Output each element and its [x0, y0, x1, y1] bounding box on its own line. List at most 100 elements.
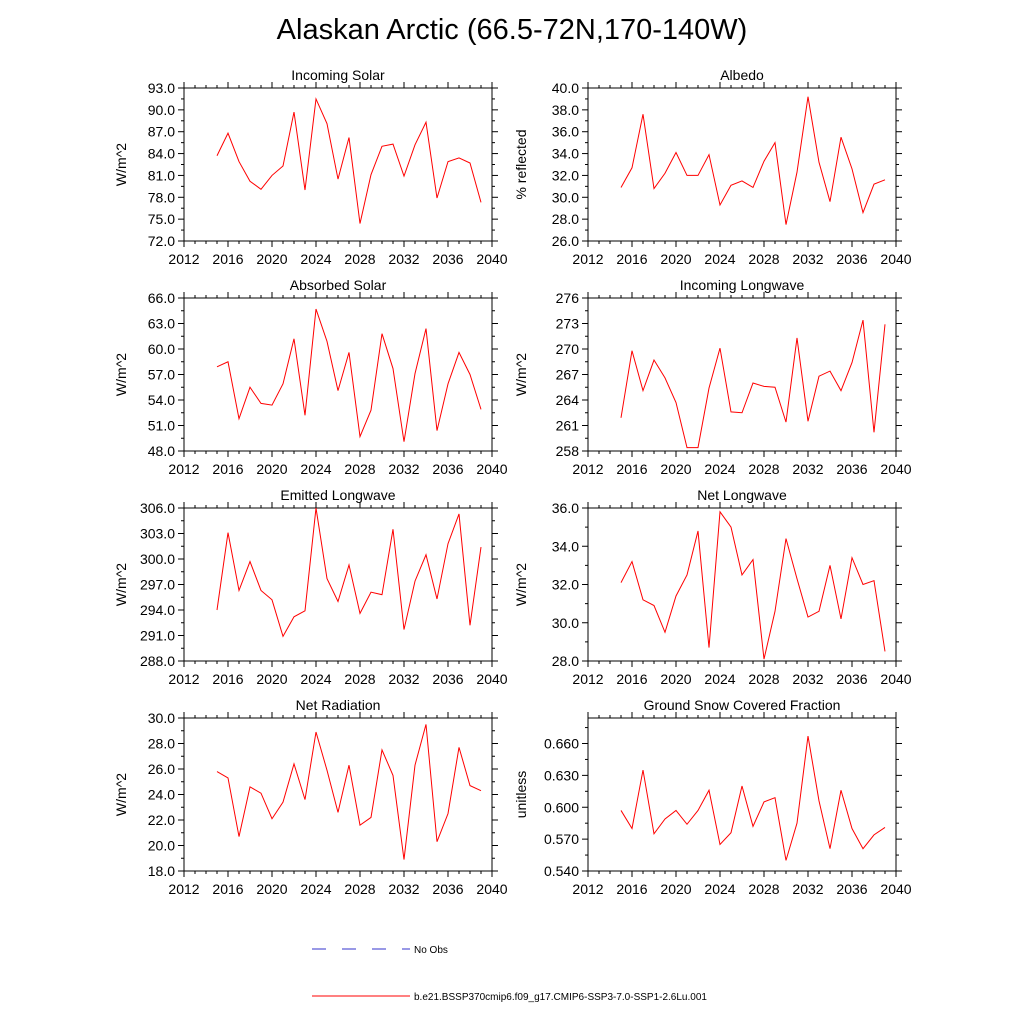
x-tick-label: 2016 — [616, 881, 647, 897]
x-tick-label: 2040 — [476, 461, 507, 477]
y-tick-label: 30.0 — [148, 710, 175, 726]
x-tick-label: 2020 — [660, 461, 691, 477]
y-tick-label: 66.0 — [148, 290, 175, 306]
y-axis-label: W/m^2 — [113, 143, 129, 186]
y-tick-label: 294.0 — [140, 602, 175, 618]
x-tick-label: 2028 — [748, 251, 779, 267]
panel-title: Absorbed Solar — [290, 277, 387, 293]
plot-frame — [587, 87, 897, 242]
plot-frame — [183, 507, 493, 662]
y-tick-label: 90.0 — [148, 102, 175, 118]
panel-1: Incoming Solar W/m^2 2012 2016 2020 2024 2028 2… — [113, 67, 508, 267]
x-tick-label: 2036 — [432, 461, 463, 477]
x-tick-label: 2012 — [572, 251, 603, 267]
x-tick-label: 2016 — [616, 251, 647, 267]
x-tick-label: 2024 — [704, 671, 735, 687]
plot-frame — [183, 717, 493, 872]
y-tick-label: 270 — [556, 341, 580, 357]
x-tick-label: 2032 — [388, 881, 419, 897]
panel-title: Net Radiation — [296, 697, 381, 713]
y-tick-label: 28.0 — [552, 653, 579, 669]
x-tick-label: 2020 — [660, 881, 691, 897]
x-tick-label: 2012 — [168, 461, 199, 477]
legend-group: No Obs b.e21.BSSP370cmip6.f09_g17.CMIP6-S… — [312, 945, 707, 1003]
y-tick-label: 0.570 — [544, 831, 579, 847]
y-tick-label: 288.0 — [140, 653, 175, 669]
x-tick-label: 2036 — [836, 461, 867, 477]
x-tick-label: 2020 — [660, 251, 691, 267]
y-tick-label: 273 — [556, 316, 580, 332]
x-tick-label: 2016 — [212, 671, 243, 687]
series-line — [216, 507, 482, 638]
plot-frame — [183, 87, 493, 242]
x-tick-label: 2032 — [388, 461, 419, 477]
series-line — [620, 319, 886, 449]
x-tick-label: 2012 — [572, 881, 603, 897]
x-tick-label: 2024 — [704, 251, 735, 267]
y-tick-label: 60.0 — [148, 341, 175, 357]
x-tick-label: 2028 — [344, 881, 375, 897]
y-tick-label: 78.0 — [148, 189, 175, 205]
series-line — [620, 735, 886, 861]
y-tick-label: 34.0 — [552, 146, 579, 162]
x-tick-label: 2028 — [344, 671, 375, 687]
x-tick-label: 2024 — [300, 881, 331, 897]
y-axis-label: W/m^2 — [113, 353, 129, 396]
x-tick-label: 2040 — [880, 461, 911, 477]
y-tick-label: 303.0 — [140, 526, 175, 542]
panel-8: Ground Snow Covered Fraction unitless 2012… — [513, 697, 912, 897]
x-tick-label: 2012 — [168, 251, 199, 267]
legend-label: b.e21.BSSP370cmip6.f09_g17.CMIP6-SSP3-7.… — [414, 992, 707, 1003]
x-tick-label: 2028 — [748, 461, 779, 477]
x-tick-label: 2032 — [792, 251, 823, 267]
x-tick-label: 2020 — [660, 671, 691, 687]
y-tick-label: 24.0 — [148, 787, 175, 803]
x-tick-label: 2012 — [572, 461, 603, 477]
x-tick-label: 2036 — [836, 251, 867, 267]
y-tick-label: 0.600 — [544, 799, 579, 815]
y-tick-label: 34.0 — [552, 538, 579, 554]
y-tick-label: 300.0 — [140, 551, 175, 567]
x-tick-label: 2040 — [880, 881, 911, 897]
x-tick-label: 2016 — [616, 461, 647, 477]
y-tick-label: 22.0 — [148, 812, 175, 828]
x-tick-label: 2036 — [432, 251, 463, 267]
x-tick-label: 2032 — [388, 251, 419, 267]
y-tick-label: 84.0 — [148, 146, 175, 162]
x-tick-label: 2028 — [344, 461, 375, 477]
y-tick-label: 30.0 — [552, 189, 579, 205]
panel-title: Incoming Solar — [291, 67, 385, 83]
plot-frame — [587, 717, 897, 872]
x-tick-label: 2040 — [476, 251, 507, 267]
x-tick-label: 2032 — [388, 671, 419, 687]
panel-3: Absorbed Solar W/m^2 2012 2016 2020 2024 2028 2… — [113, 277, 508, 477]
x-tick-label: 2024 — [704, 881, 735, 897]
x-tick-label: 2020 — [256, 671, 287, 687]
panel-title: Albedo — [720, 67, 764, 83]
series-line — [620, 510, 886, 660]
y-tick-label: 30.0 — [552, 615, 579, 631]
plot-frame — [587, 507, 897, 662]
y-tick-label: 258 — [556, 443, 580, 459]
y-tick-label: 36.0 — [552, 500, 579, 516]
panel-title: Incoming Longwave — [680, 277, 805, 293]
figure-title: Alaskan Arctic (66.5-72N,170-140W) — [276, 14, 748, 46]
x-tick-label: 2012 — [168, 671, 199, 687]
panel-7: Net Radiation W/m^2 2012 2016 2020 2024 2028 20… — [113, 697, 508, 897]
y-tick-label: 261 — [556, 418, 580, 434]
y-tick-label: 28.0 — [552, 211, 579, 227]
y-tick-label: 38.0 — [552, 102, 579, 118]
y-tick-label: 18.0 — [148, 863, 175, 879]
x-tick-label: 2024 — [300, 251, 331, 267]
x-tick-label: 2016 — [616, 671, 647, 687]
y-tick-label: 93.0 — [148, 80, 175, 96]
y-tick-label: 28.0 — [148, 736, 175, 752]
y-tick-label: 87.0 — [148, 124, 175, 140]
x-tick-label: 2032 — [792, 881, 823, 897]
x-tick-label: 2028 — [748, 881, 779, 897]
plot-frame — [587, 297, 897, 452]
x-tick-label: 2040 — [880, 671, 911, 687]
x-tick-label: 2016 — [212, 881, 243, 897]
y-tick-label: 75.0 — [148, 211, 175, 227]
y-axis-label: W/m^2 — [513, 563, 529, 606]
